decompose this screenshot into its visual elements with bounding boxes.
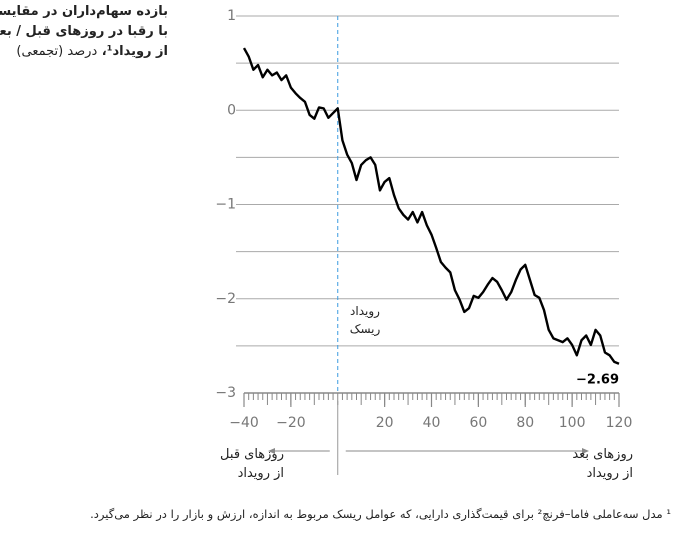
- x-tick-label: −40: [229, 415, 259, 431]
- footnote: ¹ مدل سه‌عاملی فاما–فرنچ² برای قیمت‌گذار…: [90, 507, 671, 521]
- before-arrowhead: [268, 448, 275, 454]
- event-label-line: رویداد: [350, 304, 380, 318]
- event-label-line: ریسک: [349, 322, 381, 336]
- series-line: [242, 47, 620, 365]
- title-line: با رقبا در روزهای قبل / بعد: [0, 24, 168, 39]
- x-tick-label: 20: [376, 415, 394, 431]
- x-tick-label: 80: [516, 415, 534, 431]
- after-label-line: روزهای بعد: [572, 447, 633, 462]
- before-label: روزهای قبل از رویداد: [220, 445, 284, 483]
- end-value-label: −2.69: [576, 372, 619, 387]
- before-label-line: روزهای قبل: [220, 447, 284, 462]
- y-tick-label: −2: [215, 291, 236, 307]
- x-tick-label: −20: [276, 415, 306, 431]
- subtitle: درصد (تجمعی): [16, 44, 98, 59]
- y-tick-label: 0: [227, 102, 236, 118]
- before-label-line: از رویداد: [237, 466, 284, 481]
- x-tick-label: 40: [423, 415, 441, 431]
- chart-title: بازده سهام‌داران در مقایسه با رقبا در رو…: [0, 2, 168, 62]
- title-line: از رویداد¹،: [101, 44, 168, 59]
- x-tick-label: 120: [606, 415, 633, 431]
- x-tick-label: 100: [559, 415, 586, 431]
- y-tick-label: −3: [215, 385, 236, 401]
- title-line: بازده سهام‌داران در مقایسه: [0, 4, 168, 19]
- title-line: از رویداد¹، درصد (تجمعی): [0, 42, 168, 62]
- after-label-line: از رویداد: [586, 466, 633, 481]
- after-label: روزهای بعد از رویداد: [572, 445, 633, 483]
- y-tick-label: 1: [227, 8, 236, 24]
- event-label: رویداد ریسک: [340, 302, 390, 338]
- after-arrowhead: [582, 448, 589, 454]
- y-tick-label: −1: [215, 197, 236, 213]
- x-tick-label: 60: [469, 415, 487, 431]
